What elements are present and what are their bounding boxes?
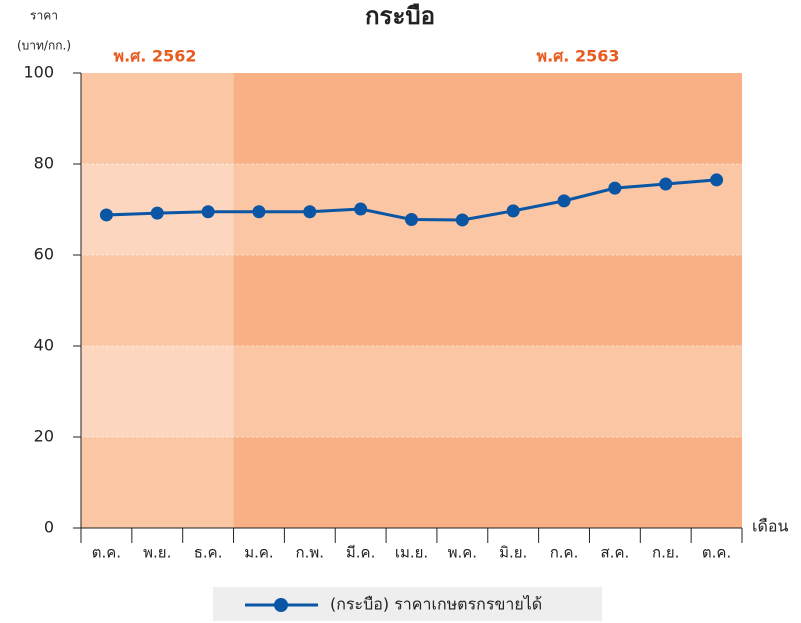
point [303,205,317,219]
x-tick-label: มิ.ย. [499,544,527,562]
point [608,181,622,195]
y-tick-label: 20 [34,427,54,446]
band [81,437,234,528]
x-tick-label: พ.ค. [448,544,477,562]
x-tick-label: ธ.ค. [194,544,223,562]
point [405,213,418,227]
point [252,205,266,219]
band [233,164,743,255]
point [354,202,368,216]
y-axis-label: ราคา [30,9,58,23]
x-tick-label: เม.ย. [395,544,428,562]
point [201,205,215,219]
point [710,173,724,187]
x-axis-label: เดือน [752,517,788,536]
chart-title: กระบือ [365,2,435,30]
point [99,208,113,222]
x-tick-label: พ.ย. [143,544,171,562]
legend-label: (กระบือ) ราคาเกษตรกรขายได้ [330,595,542,614]
band [233,346,743,437]
y-tick-label: 60 [34,245,54,264]
band [233,437,743,528]
year-label: พ.ศ. 2562 [114,47,197,66]
x-tick-label: ส.ค. [601,544,630,562]
point [506,204,520,218]
y-tick-label: 80 [34,154,54,173]
band [233,73,743,164]
x-tick-label: มี.ค. [346,544,375,562]
x-tick-label: ก.พ. [296,544,325,562]
background [81,73,743,528]
point [557,194,571,208]
point [659,177,673,191]
point [150,206,164,220]
band [233,255,743,346]
y-tick-label: 100 [23,63,54,82]
x-tick-label: ก.ค. [550,544,579,562]
x-tick-label: ต.ค. [702,544,731,562]
year-label: พ.ศ. 2563 [537,47,620,66]
band [81,255,234,346]
y-tick-label: 0 [44,518,54,537]
y-tick-label: 40 [34,336,54,355]
x-tick-label: ก.ย. [652,544,679,562]
x-tick-label: ม.ค. [244,544,273,562]
point [455,213,469,227]
band [81,346,234,437]
legend-marker [274,598,288,612]
band [81,73,234,164]
y-axis-label: (บาท/กก.) [17,39,71,53]
x-tick-label: ต.ค. [92,544,121,562]
